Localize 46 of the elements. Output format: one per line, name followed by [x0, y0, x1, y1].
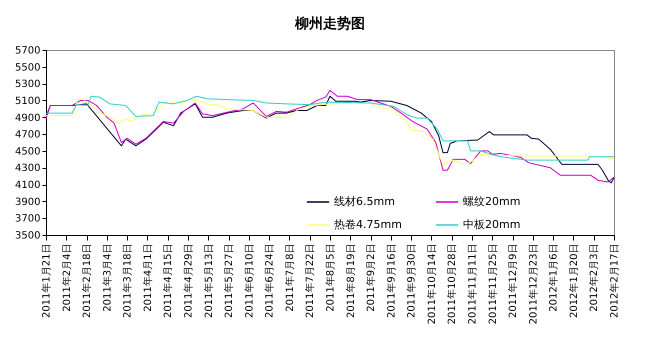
legend-label: 线材6.5mm: [334, 195, 395, 208]
y-tick-label: 3900: [15, 196, 40, 208]
x-tick-label: 2011年9月16日: [385, 244, 398, 318]
x-tick-label: 2011年11月11日: [466, 244, 478, 324]
x-tick-label: 2012年1月6日: [548, 244, 560, 312]
x-tick-label: 2011年8月5日: [324, 244, 336, 312]
y-tick-label: 5700: [15, 46, 40, 56]
y-tick-label: 5300: [15, 79, 40, 90]
legend-label: 热卷4.75mm: [334, 218, 402, 231]
x-tick-label: 2011年7月22日: [304, 244, 316, 318]
x-tick-label: 2011年7月8日: [284, 244, 296, 312]
y-tick-label: 5500: [15, 62, 40, 74]
x-tick-label: 2011年10月14日: [426, 244, 438, 324]
x-tick-label: 2011年8月19日: [344, 244, 357, 318]
y-tick-label: 5100: [15, 96, 40, 107]
y-tick-label: 4500: [15, 146, 40, 158]
y-tick-label: 4900: [15, 112, 40, 124]
y-tick-label: 4700: [15, 130, 40, 141]
x-tick-label: 2011年4月1日: [142, 244, 154, 312]
legend-label: 中板20mm: [463, 218, 520, 231]
x-tick-label: 2012年2月3日: [588, 244, 600, 312]
x-tick-label: 2011年2月4日: [60, 244, 73, 312]
x-tick-label: 2011年3月18日: [122, 244, 134, 318]
x-tick-label: 2011年1月21日: [40, 244, 52, 318]
x-tick-label: 2011年6月24日: [264, 244, 276, 318]
y-tick-label: 4300: [15, 163, 40, 174]
x-tick-label: 2011年9月30日: [406, 244, 418, 318]
x-tick-label: 2011年11月25日: [486, 244, 499, 324]
x-tick-label: 2011年10月28日: [446, 244, 458, 324]
y-tick-label: 3500: [15, 230, 40, 242]
x-tick-label: 2012年2月17日: [608, 244, 620, 318]
x-tick-label: 2011年9月2日: [365, 244, 378, 312]
x-tick-label: 2012年1月20日: [568, 244, 580, 318]
chart-title: 柳州走势图: [294, 16, 365, 32]
x-tick-label: 2011年3月4日: [101, 244, 114, 312]
x-tick-label: 2011年6月10日: [243, 244, 256, 318]
x-tick-label: 2011年12月9日: [507, 244, 520, 318]
y-tick-label: 4100: [15, 180, 40, 192]
legend-label: 螺纹20mm: [463, 195, 520, 208]
x-tick-label: 2011年2月18日: [81, 244, 94, 318]
x-tick-label: 2011年12月23日: [527, 244, 540, 324]
x-tick-label: 2011年4月15日: [162, 244, 174, 318]
y-tick-label: 3700: [15, 214, 40, 225]
x-tick-label: 2011年4月29日: [182, 244, 194, 318]
x-tick-label: 2011年5月13日: [202, 244, 215, 318]
x-tick-label: 2011年5月27日: [223, 244, 236, 318]
